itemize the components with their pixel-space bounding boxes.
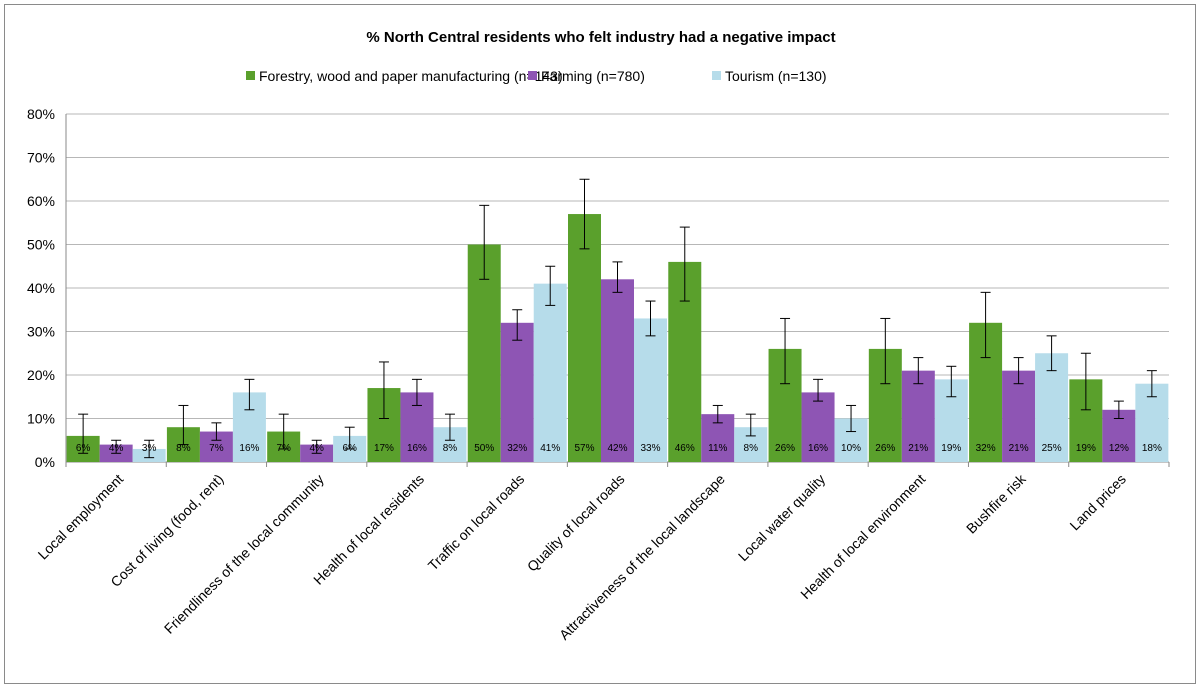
y-tick-label: 50% — [27, 237, 55, 253]
category-label: Quality of local roads — [524, 471, 628, 575]
data-label: 46% — [675, 443, 695, 454]
data-label: 12% — [1109, 443, 1129, 454]
bar-chart: % North Central residents who felt indus… — [27, 29, 1170, 643]
data-label: 7% — [276, 443, 291, 454]
data-label: 19% — [941, 443, 961, 454]
data-label: 6% — [76, 443, 91, 454]
legend-swatch — [712, 71, 721, 80]
data-label: 21% — [908, 443, 928, 454]
data-label: 50% — [474, 443, 494, 454]
legend-label: Forestry, wood and paper manufacturing (… — [259, 68, 563, 84]
bar — [533, 283, 567, 462]
legend-swatch — [246, 71, 255, 80]
data-label: 4% — [109, 443, 124, 454]
data-label: 57% — [574, 443, 594, 454]
bar — [1002, 370, 1036, 462]
y-tick-label: 40% — [27, 280, 55, 296]
legend: Forestry, wood and paper manufacturing (… — [246, 68, 827, 84]
data-label: 16% — [239, 443, 259, 454]
data-label: 26% — [875, 443, 895, 454]
data-label: 7% — [209, 443, 224, 454]
y-tick-label: 20% — [27, 367, 55, 383]
legend-label: Farming (n=780) — [541, 68, 645, 84]
data-label: 21% — [1009, 443, 1029, 454]
category-label: Land prices — [1066, 471, 1129, 534]
category-label: Bushfire risk — [963, 470, 1029, 536]
data-labels: 6% 4% 3% 8% 7% 16% 7% 4% 6% 17% 16% 8% 50% 32% 41% 57% 4… — [76, 443, 1162, 454]
y-tick-label: 70% — [27, 150, 55, 166]
category-label: Traffic on local roads — [425, 471, 528, 574]
category-label: Cost of living (food, rent) — [107, 471, 226, 590]
error-bars — [78, 178, 1157, 459]
data-label: 25% — [1042, 443, 1062, 454]
data-label: 32% — [976, 443, 996, 454]
data-label: 18% — [1142, 443, 1162, 454]
bar — [568, 214, 601, 462]
bar — [467, 244, 501, 462]
category-label: Health of local residents — [310, 471, 427, 588]
data-label: 19% — [1076, 443, 1096, 454]
data-label: 33% — [640, 443, 660, 454]
data-label: 32% — [507, 443, 527, 454]
bar-marks — [66, 214, 1169, 462]
bar — [500, 322, 534, 462]
y-tick-label: 30% — [27, 324, 55, 340]
y-tick-label: 10% — [27, 411, 55, 427]
bar — [801, 392, 835, 462]
data-label: 16% — [407, 443, 427, 454]
bar — [634, 318, 667, 462]
bar — [901, 370, 935, 462]
data-label: 17% — [374, 443, 394, 454]
data-label: 4% — [309, 443, 324, 454]
data-label: 42% — [607, 443, 627, 454]
category-label: Attractiveness of the local landscape — [556, 471, 728, 643]
legend-swatch — [528, 71, 537, 80]
data-label: 16% — [808, 443, 828, 454]
chart-frame: % North Central residents who felt indus… — [4, 4, 1196, 684]
bar — [601, 279, 634, 462]
data-label: 8% — [176, 443, 191, 454]
data-label: 6% — [342, 443, 357, 454]
legend-label: Tourism (n=130) — [725, 68, 827, 84]
y-axis-ticks: 0% 10% 20% 30% 40% 50% 60% 70% 80% — [27, 106, 55, 470]
category-label: Friendliness of the local community — [161, 471, 327, 637]
category-label: Local employment — [35, 471, 127, 563]
category-label: Local water quality — [735, 471, 828, 564]
y-tick-label: 0% — [35, 454, 55, 470]
data-label: 10% — [841, 443, 861, 454]
bar — [1035, 353, 1069, 462]
data-label: 3% — [142, 443, 157, 454]
y-tick-label: 60% — [27, 193, 55, 209]
data-label: 8% — [744, 443, 759, 454]
data-label: 41% — [540, 443, 560, 454]
data-label: 11% — [708, 443, 727, 454]
data-label: 8% — [443, 443, 458, 454]
data-label: 26% — [775, 443, 795, 454]
y-tick-label: 80% — [27, 106, 55, 122]
chart-title: % North Central residents who felt indus… — [366, 29, 835, 46]
